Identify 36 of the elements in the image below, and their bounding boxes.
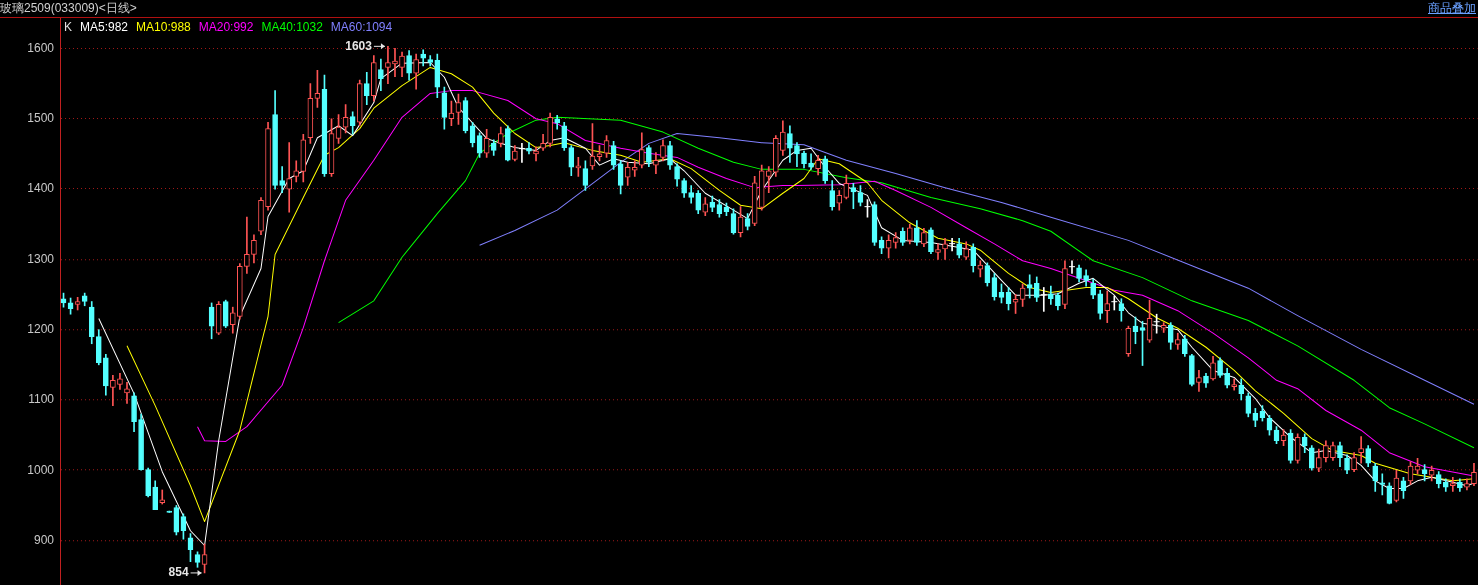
candlestick <box>1040 286 1048 312</box>
candlestick <box>1110 295 1118 311</box>
candlestick <box>1358 436 1364 464</box>
candlestick <box>1026 274 1033 299</box>
y-tick-label: 1100 <box>28 392 55 407</box>
candlestick <box>1068 260 1076 274</box>
y-tick-label: 1600 <box>27 40 55 55</box>
y-tick-label: 1500 <box>27 110 55 125</box>
chart-title: 玻璃2509(033009)<日线> <box>0 0 137 17</box>
annotation: 1603 <box>345 38 373 53</box>
candlestick <box>942 237 948 260</box>
candlestick <box>518 142 526 163</box>
text: MA40:1032 <box>261 20 323 34</box>
candlestick <box>244 216 250 274</box>
candlestick <box>765 166 772 193</box>
legend-title: K <box>64 20 73 34</box>
candlestick <box>1449 476 1456 492</box>
candlestick <box>124 381 130 404</box>
text: MA20:992 <box>198 20 254 34</box>
candlestick <box>948 237 956 252</box>
candlestick <box>385 45 391 84</box>
candlestick <box>279 166 285 193</box>
y-tick-label: 900 <box>33 532 55 547</box>
candlestick <box>1379 473 1386 496</box>
y-tick-label: 1300 <box>27 251 55 266</box>
text: MA60:1094 <box>330 20 393 34</box>
annotation: 854 <box>168 565 189 580</box>
y-tick-label: 1200 <box>27 321 55 336</box>
candlestick <box>286 142 293 213</box>
y-tick-label: 1000 <box>27 462 55 477</box>
y-tick-label: 1400 <box>27 181 55 196</box>
text: MA10:988 <box>136 20 191 34</box>
candlestick <box>653 151 659 174</box>
text: 商品叠加 <box>1428 0 1476 17</box>
candlestick <box>110 374 116 406</box>
text: MA5:982 <box>80 20 129 34</box>
